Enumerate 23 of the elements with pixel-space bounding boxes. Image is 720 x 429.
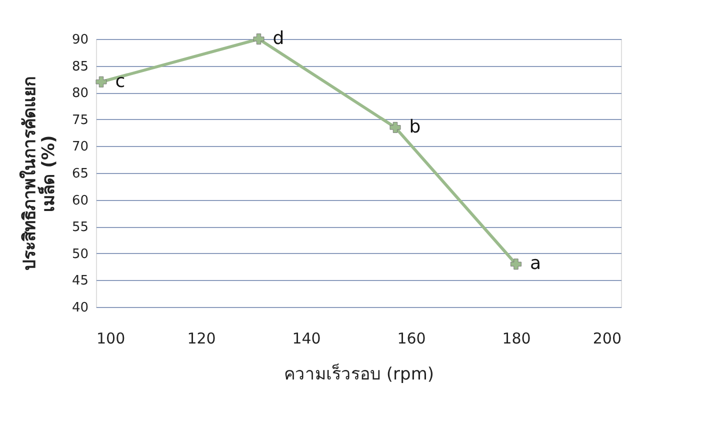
y-tick-label: 45 [72,274,88,289]
y-tick-label: 55 [72,220,88,236]
x-axis-title: ความเร็วรอบ (rpm) [284,362,434,384]
y-tick-label: 50 [72,246,88,262]
y-tick-label: 85 [72,59,88,74]
x-tick-label: 180 [502,330,531,348]
text: เมล็ด (%) [38,135,59,212]
annotation: a [530,253,542,274]
y-tick-label: 90 [72,32,88,48]
x-tick-label: 120 [187,330,216,348]
annotation: b [409,116,421,138]
x-tick-label: 140 [292,330,321,348]
y-tick-label: 65 [72,166,88,182]
y-tick-label: 40 [72,300,88,316]
x-tick-label: 200 [592,330,622,348]
annotation: c [115,70,126,92]
y-tick-label: 60 [72,193,88,208]
x-tick-label: 100 [96,330,126,348]
annotation: d [272,28,284,49]
y-tick-label: 70 [72,140,88,155]
y-tick-label: 75 [72,112,88,128]
x-tick-label: 160 [397,330,426,348]
y-tick-label: 80 [72,86,88,102]
